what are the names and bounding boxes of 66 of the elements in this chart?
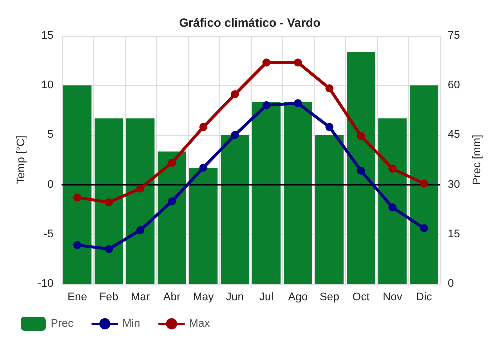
- bar: [378, 118, 407, 284]
- point: [231, 90, 240, 99]
- point: [388, 204, 397, 212]
- x-tick-label: Sep: [320, 292, 340, 304]
- point: [168, 158, 176, 167]
- point: [168, 198, 176, 206]
- y2-tick-label: 45: [448, 129, 460, 142]
- bar: [189, 168, 218, 284]
- bar: [94, 118, 124, 284]
- legend-label: Max: [189, 318, 211, 330]
- y2-tick-label: 60: [448, 80, 460, 92]
- y-tick-label: 0: [48, 178, 54, 191]
- point: [200, 164, 208, 172]
- point: [262, 58, 271, 67]
- bar: [158, 152, 186, 284]
- legend-label: Prec: [51, 318, 74, 330]
- chart-title: Gráfico climático - Vardo: [179, 16, 321, 30]
- bar: [220, 135, 250, 284]
- y-tick-label: 15: [42, 30, 54, 42]
- x-tick-label: Feb: [100, 292, 119, 304]
- x-tick-label: Oct: [352, 292, 370, 304]
- point: [105, 245, 114, 254]
- point: [294, 58, 302, 67]
- y-tick-label: -10: [38, 278, 54, 290]
- point: [294, 99, 302, 108]
- bar: [252, 102, 281, 284]
- point: [326, 84, 334, 93]
- y2-tick-label: 15: [448, 228, 460, 240]
- point: [357, 166, 366, 175]
- x-tick-label: Dic: [416, 292, 433, 304]
- bar: [126, 118, 155, 284]
- y2-tick-label: 30: [448, 178, 460, 191]
- y-axis-title: Temp [°C]: [16, 136, 28, 184]
- x-tick-label: Mar: [131, 292, 150, 304]
- x-tick-label: Nov: [382, 292, 404, 304]
- bar: [63, 86, 92, 284]
- x-tick-label: May: [193, 292, 215, 304]
- point: [231, 131, 240, 140]
- point: [74, 241, 82, 250]
- point: [357, 132, 366, 140]
- x-tick-label: Jun: [226, 292, 244, 304]
- point: [200, 123, 208, 132]
- legend-label: Min: [122, 318, 140, 330]
- point: [420, 224, 428, 232]
- y2-tick-label: 0: [448, 278, 454, 290]
- x-tick-label: Abr: [164, 292, 181, 304]
- x-tick-label: Ene: [68, 292, 88, 304]
- point: [326, 123, 334, 132]
- y2-axis-title: Prec [mm]: [472, 134, 484, 186]
- y-tick-label: 5: [48, 129, 54, 142]
- point: [420, 180, 428, 188]
- point: [388, 164, 397, 173]
- point: [262, 101, 271, 110]
- y2-tick-label: 75: [448, 30, 460, 42]
- point: [74, 194, 82, 202]
- bar: [347, 52, 376, 284]
- bar: [410, 86, 438, 284]
- x-tick-label: Jul: [260, 292, 274, 304]
- bar: [316, 135, 344, 284]
- y-tick-label: -5: [44, 228, 54, 240]
- point: [105, 198, 114, 207]
- bar: [284, 102, 312, 284]
- x-tick-label: Ago: [288, 292, 308, 304]
- point: [136, 226, 145, 234]
- y-tick-label: 10: [42, 80, 54, 92]
- point: [136, 184, 145, 193]
